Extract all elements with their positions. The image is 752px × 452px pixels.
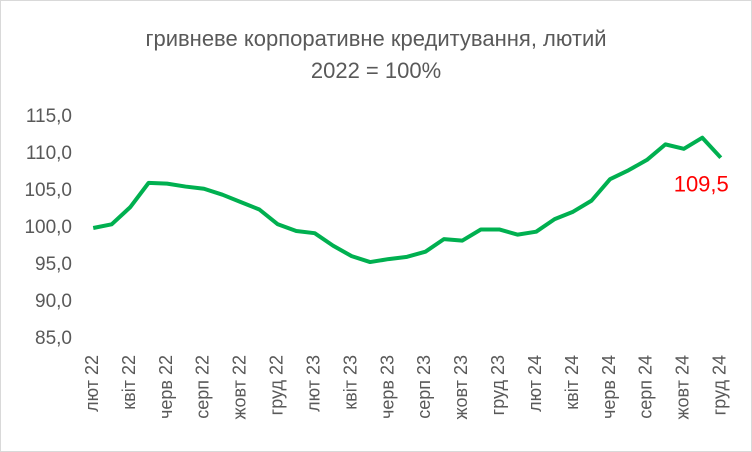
x-tick-label: лют 22 <box>82 355 102 412</box>
data-label: 109,5 <box>674 172 729 197</box>
y-tick-label: 95,0 <box>35 254 72 275</box>
y-tick-label: 105,0 <box>24 180 72 201</box>
x-tick-label: квіт 24 <box>562 355 582 410</box>
x-tick-label: жовт 23 <box>451 355 471 420</box>
y-tick-label: 115,0 <box>26 106 72 127</box>
x-tick-label: груд 24 <box>710 355 730 415</box>
x-tick-label: жовт 24 <box>673 355 693 420</box>
x-tick-label: квіт 22 <box>119 355 139 410</box>
x-tick-label: черв 24 <box>599 355 619 419</box>
chart-title: гривневе корпоративне кредитування, люти… <box>145 26 606 51</box>
x-tick-label: лют 24 <box>525 355 545 412</box>
x-tick-label: серп 23 <box>414 355 434 419</box>
x-tick-label: груд 22 <box>267 355 287 415</box>
data-line <box>92 135 723 265</box>
y-tick-label: 110,0 <box>26 143 72 164</box>
x-tick-label: серп 24 <box>636 355 656 419</box>
y-tick-label: 90,0 <box>35 291 72 312</box>
y-tick-label: 85,0 <box>35 328 72 349</box>
y-tick-label: 100,0 <box>24 217 72 238</box>
x-tick-label: черв 23 <box>377 355 397 419</box>
chart-subtitle: 2022 = 100% <box>311 58 441 83</box>
x-tick-label: черв 22 <box>156 355 176 419</box>
x-tick-label: лют 23 <box>303 355 323 412</box>
x-tick-label: квіт 23 <box>340 355 360 410</box>
x-tick-label: жовт 22 <box>230 355 250 420</box>
x-tick-label: груд 23 <box>488 355 508 415</box>
x-tick-label: серп 22 <box>193 355 213 419</box>
